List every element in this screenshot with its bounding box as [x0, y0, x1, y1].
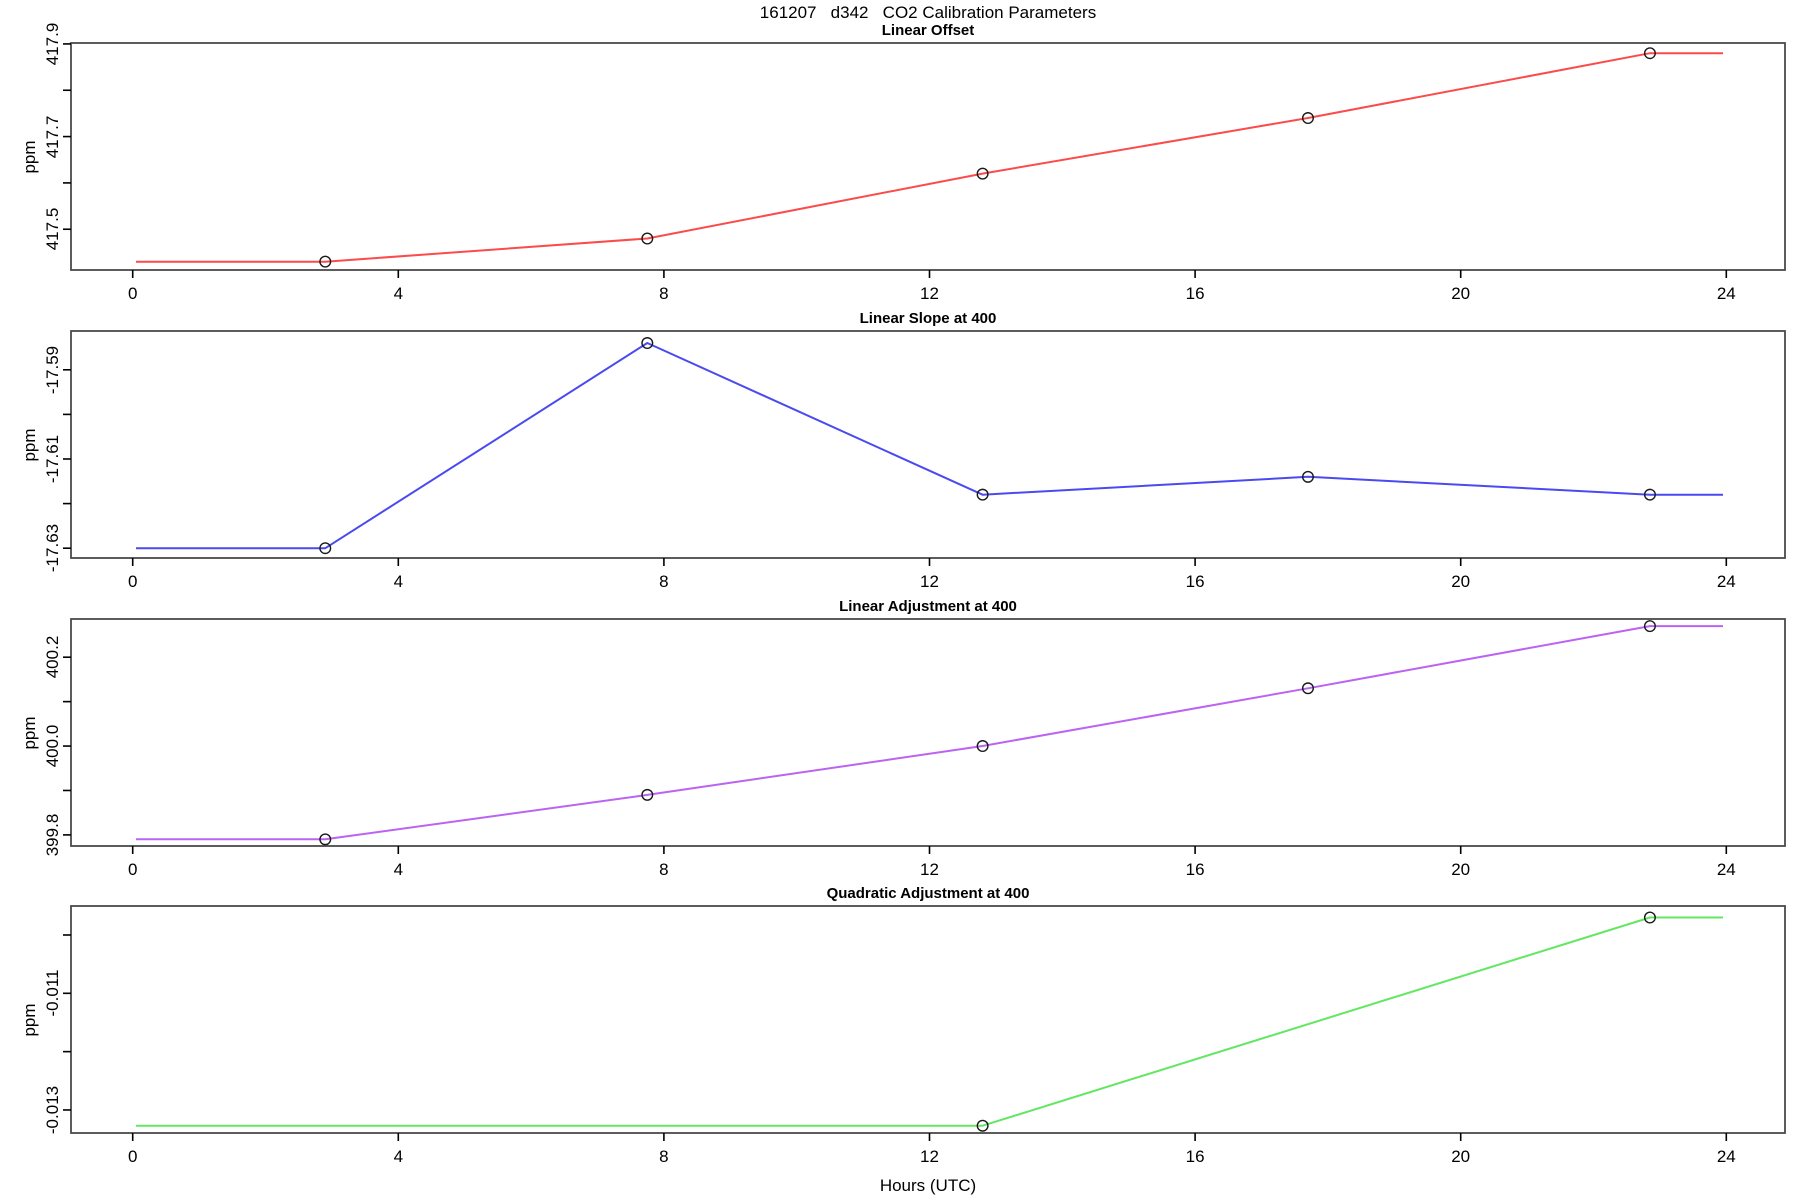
x-tick-label: 20 [1451, 284, 1471, 303]
y-axis-label: ppm [20, 427, 39, 462]
data-point [1643, 911, 1656, 924]
x-tick-label: 20 [1451, 1147, 1471, 1166]
figure-title: 161207 d342 CO2 Calibration Parameters [759, 3, 1097, 22]
x-tick-label: 24 [1716, 860, 1736, 879]
panel-title-linear-slope: Linear Slope at 400 [859, 310, 997, 327]
x-tick-label: 8 [659, 1147, 669, 1166]
x-tick-label: 12 [920, 284, 939, 303]
x-tick-label: 24 [1716, 1147, 1736, 1166]
data-point [1301, 112, 1314, 125]
plot-frame [70, 42, 1786, 271]
data-point [976, 740, 989, 753]
y-tick-label: -17.61 [43, 434, 62, 484]
x-tick-label: 16 [1185, 284, 1205, 303]
x-tick-label: 16 [1185, 1147, 1205, 1166]
x-tick-label: 16 [1185, 860, 1205, 879]
x-tick-label: 12 [920, 860, 939, 879]
x-tick-label: 8 [659, 572, 669, 591]
panel-title-quadratic-adjustment: Quadratic Adjustment at 400 [826, 885, 1030, 902]
y-tick-label: 400.0 [43, 724, 62, 768]
x-tick-label: 0 [127, 1147, 138, 1166]
plot-frame [70, 905, 1786, 1134]
x-tick-label: 12 [920, 1147, 939, 1166]
y-tick-label: -17.63 [43, 524, 62, 573]
data-point [976, 167, 989, 180]
y-tick-label: 417.5 [43, 207, 62, 251]
y-tick-label: 417.7 [43, 115, 62, 158]
x-tick-label: 0 [127, 284, 138, 303]
data-point [319, 833, 332, 846]
x-tick-label: 24 [1716, 284, 1736, 303]
data-point [641, 788, 654, 801]
x-tick-label: 4 [393, 1147, 404, 1166]
y-tick-label: 417.9 [43, 22, 62, 66]
x-tick-label: 4 [393, 572, 404, 591]
data-line [136, 52, 1723, 263]
panel-title-linear-offset: Linear Offset [881, 22, 975, 39]
x-tick-label: 0 [127, 860, 138, 879]
data-line [136, 916, 1723, 1127]
data-point [641, 232, 654, 245]
panel-title-linear-adjustment: Linear Adjustment at 400 [839, 598, 1017, 615]
data-point [641, 337, 654, 350]
data-point [1643, 620, 1656, 633]
data-point [319, 542, 332, 555]
data-point [1643, 488, 1656, 501]
y-tick-label: 399.8 [43, 813, 62, 857]
data-line [136, 342, 1723, 550]
y-tick-label: -0.013 [43, 1085, 62, 1135]
x-tick-label: 8 [659, 860, 669, 879]
x-tick-label: 8 [659, 284, 669, 303]
plot-panel-3 [63, 905, 1786, 1141]
plot-frame [70, 330, 1786, 559]
plot-panel-0 [63, 42, 1786, 278]
plot-panel-1 [63, 330, 1786, 566]
x-tick-label: 4 [393, 860, 404, 879]
y-tick-label: -17.59 [43, 345, 62, 394]
plot-panel-2 [63, 618, 1786, 854]
y-axis-label: ppm [20, 1002, 39, 1037]
data-point [1301, 470, 1314, 483]
y-tick-label: 400.2 [43, 635, 62, 679]
x-tick-label: 16 [1185, 572, 1205, 591]
data-point [976, 1119, 989, 1132]
plot-frame [70, 618, 1786, 847]
x-tick-label: 24 [1716, 572, 1736, 591]
x-tick-label: 12 [920, 572, 939, 591]
data-point [976, 488, 989, 501]
x-axis-label: Hours (UTC) [879, 1176, 977, 1195]
data-point [1301, 682, 1314, 695]
data-point [1643, 47, 1656, 60]
y-tick-label: -0.011 [43, 969, 62, 1017]
data-line [136, 625, 1723, 841]
x-tick-label: 20 [1451, 860, 1471, 879]
x-tick-label: 4 [393, 284, 404, 303]
x-tick-label: 20 [1451, 572, 1471, 591]
data-point [319, 255, 332, 268]
y-axis-label: ppm [20, 715, 39, 750]
x-tick-label: 0 [127, 572, 138, 591]
y-axis-label: ppm [20, 139, 39, 174]
